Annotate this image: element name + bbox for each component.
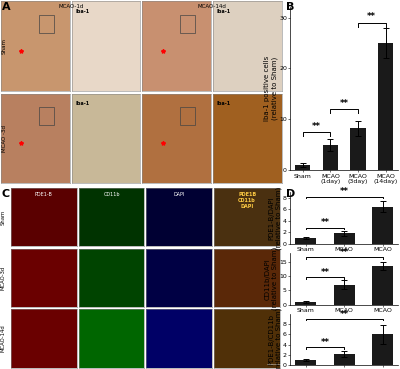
Bar bbox=[323, 145, 338, 170]
Y-axis label: Iba-1 positive cells
(relative to Sham): Iba-1 positive cells (relative to Sham) bbox=[264, 56, 278, 121]
Text: B: B bbox=[286, 2, 295, 12]
Bar bbox=[350, 128, 366, 170]
Text: PDE1-B: PDE1-B bbox=[35, 192, 53, 197]
Y-axis label: PDE1-B/CD11b
(relative to Sham): PDE1-B/CD11b (relative to Sham) bbox=[268, 308, 282, 369]
Bar bbox=[295, 238, 316, 244]
Text: MCAO-1d: MCAO-1d bbox=[58, 4, 84, 9]
Y-axis label: CD11b/DAPI
(relative to Sham): CD11b/DAPI (relative to Sham) bbox=[264, 247, 278, 310]
Text: **: ** bbox=[340, 310, 349, 318]
Text: MCAO-3d: MCAO-3d bbox=[1, 266, 6, 290]
Text: ———: ——— bbox=[267, 362, 284, 367]
Text: Sham: Sham bbox=[1, 210, 6, 225]
Text: MCAO -3d: MCAO -3d bbox=[2, 125, 7, 152]
Text: Sham: Sham bbox=[2, 38, 7, 54]
Bar bbox=[372, 334, 393, 365]
Text: DAPI: DAPI bbox=[174, 192, 185, 197]
Text: PDE1B
CD11b
DAPI: PDE1B CD11b DAPI bbox=[238, 192, 256, 208]
Bar bbox=[295, 360, 316, 365]
Bar bbox=[334, 354, 355, 365]
Bar bbox=[334, 284, 355, 304]
Text: **: ** bbox=[340, 99, 349, 108]
Text: MCAO-14d: MCAO-14d bbox=[198, 4, 227, 9]
Text: C: C bbox=[2, 189, 10, 199]
Text: Iba-1: Iba-1 bbox=[217, 101, 231, 106]
Bar bbox=[378, 43, 393, 170]
Text: MCAO-14d: MCAO-14d bbox=[1, 325, 6, 352]
Text: **: ** bbox=[340, 248, 349, 257]
Bar bbox=[295, 302, 316, 304]
Text: D: D bbox=[286, 189, 296, 199]
Text: **: ** bbox=[367, 12, 376, 21]
Text: Iba-1: Iba-1 bbox=[75, 101, 89, 106]
Text: A: A bbox=[2, 2, 11, 12]
Text: **: ** bbox=[320, 338, 330, 347]
Text: CD11b: CD11b bbox=[103, 192, 120, 197]
Bar bbox=[295, 165, 310, 170]
Bar bbox=[334, 234, 355, 244]
Text: **: ** bbox=[320, 268, 330, 277]
Text: Iba-1: Iba-1 bbox=[75, 8, 89, 14]
Y-axis label: PDE1-B/DAPI
(relative to Sham): PDE1-B/DAPI (relative to Sham) bbox=[268, 186, 282, 250]
Text: **: ** bbox=[340, 187, 349, 196]
Text: Iba-1: Iba-1 bbox=[217, 8, 231, 14]
Text: **: ** bbox=[312, 122, 321, 131]
Bar bbox=[372, 266, 393, 304]
Bar bbox=[372, 207, 393, 244]
Text: **: ** bbox=[320, 218, 330, 227]
